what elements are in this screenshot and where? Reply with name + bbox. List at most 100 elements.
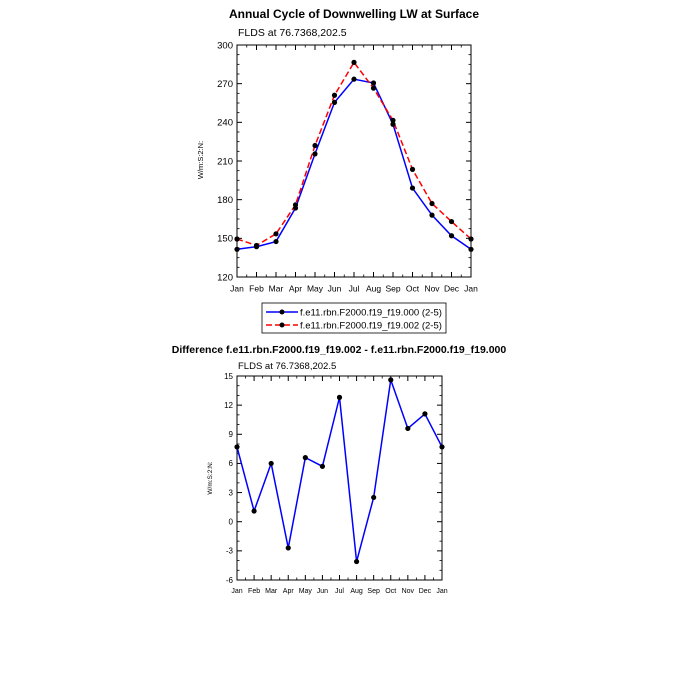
legend-label-series-2: f.e11.rbn.F2000.f19_f19.002 (2-5) bbox=[300, 321, 442, 332]
data-point-series-1 bbox=[331, 99, 338, 105]
x-tick-label: Jul bbox=[349, 284, 360, 294]
chart-subtitle: FLDS at 76.7368,202.5 bbox=[238, 361, 336, 372]
data-point-series-1 bbox=[251, 508, 257, 514]
y-tick-label: 15 bbox=[224, 372, 233, 381]
y-tick-label: 120 bbox=[217, 272, 233, 283]
series-lines bbox=[234, 59, 474, 252]
y-axis-label: W/m:S:2:N: bbox=[207, 461, 214, 494]
x-tick-label: Feb bbox=[248, 588, 260, 595]
data-point-series-1 bbox=[234, 444, 240, 450]
series-lines bbox=[234, 377, 445, 565]
data-point-series-2 bbox=[253, 242, 260, 249]
x-tick-label: Feb bbox=[249, 284, 264, 294]
annual-cycle-chart: Annual Cycle of Downwelling LW at Surfac… bbox=[196, 7, 479, 294]
data-point-series-1 bbox=[448, 233, 455, 239]
legend-marker-series-2 bbox=[279, 322, 285, 328]
legend-label-series-1: f.e11.rbn.F2000.f19_f19.000 (2-5) bbox=[300, 308, 442, 319]
y-axis-label: W/m:S:2:N: bbox=[196, 141, 205, 179]
data-point-series-1 bbox=[409, 185, 416, 191]
legend: f.e11.rbn.F2000.f19_f19.000 (2-5) f.e11.… bbox=[261, 302, 447, 334]
x-tick-label: Dec bbox=[419, 588, 432, 595]
y-tick-label: -6 bbox=[226, 576, 234, 585]
data-point-series-1 bbox=[285, 545, 291, 551]
x-tick-label: Sep bbox=[385, 284, 400, 294]
x-tick-label: Jan bbox=[436, 588, 447, 595]
y-tick-label: 210 bbox=[217, 156, 233, 167]
data-point-series-1 bbox=[429, 212, 435, 218]
x-tick-label: Aug bbox=[366, 284, 381, 294]
x-tick-label: Jun bbox=[317, 588, 328, 595]
y-tick-label: 9 bbox=[229, 430, 234, 439]
x-tick-label: Jan bbox=[231, 588, 242, 595]
data-point-series-1 bbox=[439, 444, 445, 450]
data-point-series-1 bbox=[234, 246, 240, 252]
x-tick-label: Mar bbox=[265, 588, 278, 595]
data-point-series-1 bbox=[319, 463, 326, 469]
series-line-1 bbox=[236, 78, 472, 251]
x-tick-label: Dec bbox=[444, 284, 460, 294]
data-point-series-1 bbox=[312, 151, 318, 157]
x-tick-label: Oct bbox=[406, 284, 420, 294]
plot-area-border bbox=[236, 375, 443, 581]
chart-title: Difference f.e11.rbn.F2000.f19_f19.002 -… bbox=[172, 344, 507, 356]
data-point-series-1 bbox=[353, 558, 360, 565]
y-tick-label: -3 bbox=[226, 547, 234, 556]
axis-ticks: -6 -3 0 3 6 9 12 15 Jan Feb Mar Apr May Jun Jul Aug Sep O… bbox=[224, 372, 448, 595]
data-point-series-2 bbox=[351, 59, 357, 65]
y-tick-label: 300 bbox=[217, 40, 233, 51]
x-tick-label: Sep bbox=[367, 588, 380, 595]
data-point-series-1 bbox=[388, 377, 394, 383]
data-point-series-1 bbox=[405, 425, 411, 432]
y-tick-label: 3 bbox=[229, 488, 234, 497]
x-tick-label: Nov bbox=[402, 588, 415, 595]
legend-marker-series-1 bbox=[279, 309, 285, 315]
data-point-series-2 bbox=[273, 231, 279, 237]
data-point-series-1 bbox=[268, 460, 274, 467]
x-tick-label: May bbox=[307, 284, 324, 294]
data-point-series-2 bbox=[390, 117, 396, 123]
data-point-series-1 bbox=[468, 246, 474, 252]
chart-subtitle: FLDS at 76.7368,202.5 bbox=[238, 27, 347, 39]
data-point-series-1 bbox=[390, 121, 396, 127]
data-point-series-1 bbox=[370, 80, 377, 86]
chart-title: Annual Cycle of Downwelling LW at Surfac… bbox=[229, 7, 479, 21]
y-tick-label: 180 bbox=[217, 195, 233, 206]
data-point-series-2 bbox=[468, 236, 474, 242]
difference-chart: Difference f.e11.rbn.F2000.f19_f19.002 -… bbox=[172, 344, 507, 595]
data-point-series-2 bbox=[312, 142, 318, 149]
data-point-series-1 bbox=[336, 394, 343, 400]
data-point-series-1 bbox=[302, 455, 308, 461]
x-tick-label: Nov bbox=[424, 284, 440, 294]
plot-frame bbox=[236, 375, 443, 581]
x-tick-label: Apr bbox=[289, 284, 302, 294]
x-tick-label: Oct bbox=[385, 588, 396, 595]
data-point-series-1 bbox=[351, 76, 357, 82]
data-point-series-1 bbox=[371, 494, 377, 501]
series-line-2 bbox=[236, 61, 472, 247]
x-tick-label: Jan bbox=[464, 284, 478, 294]
y-tick-label: 6 bbox=[229, 459, 234, 468]
x-tick-label: May bbox=[299, 588, 313, 595]
data-point-series-2 bbox=[370, 85, 377, 91]
y-tick-label: 150 bbox=[217, 234, 233, 245]
y-tick-label: 240 bbox=[217, 118, 233, 129]
x-tick-label: Jan bbox=[230, 284, 244, 294]
x-tick-label: Jul bbox=[335, 588, 344, 595]
x-tick-label: Apr bbox=[283, 588, 295, 595]
data-point-series-2 bbox=[409, 166, 416, 172]
data-point-series-2 bbox=[429, 200, 435, 207]
data-point-series-1 bbox=[273, 238, 279, 245]
x-tick-label: Mar bbox=[269, 284, 284, 294]
axis-ticks: 120 150 180 210 240 270 300 Jan Feb Mar Apr May Jun J… bbox=[217, 40, 478, 293]
y-tick-label: 0 bbox=[229, 518, 234, 527]
x-tick-label: Jun bbox=[328, 284, 342, 294]
data-point-series-2 bbox=[292, 202, 299, 208]
data-point-series-2 bbox=[331, 92, 338, 98]
legend-box bbox=[261, 302, 447, 334]
data-point-series-2 bbox=[234, 236, 240, 242]
data-point-series-1 bbox=[422, 411, 428, 417]
y-tick-label: 12 bbox=[224, 401, 233, 410]
data-point-series-2 bbox=[448, 218, 455, 225]
y-tick-label: 270 bbox=[217, 79, 233, 90]
